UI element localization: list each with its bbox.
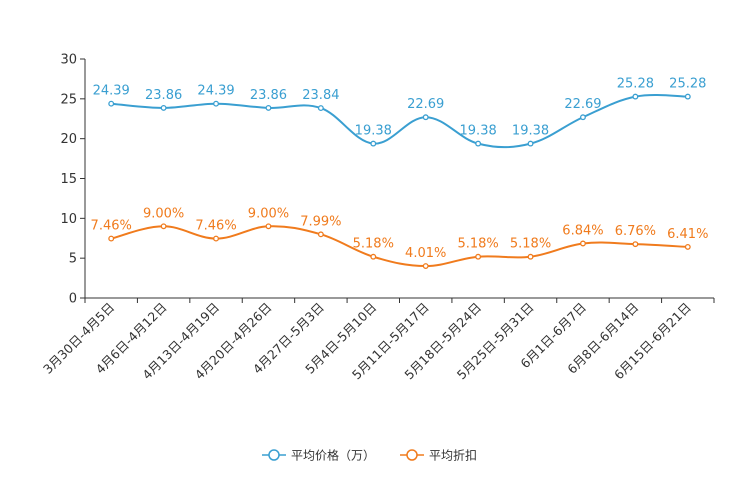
data-point[interactable] <box>527 253 534 260</box>
data-point[interactable] <box>265 104 272 111</box>
y-tick-label: 30 <box>60 53 77 68</box>
y-tick-label: 20 <box>60 132 77 147</box>
data-point[interactable] <box>213 100 219 107</box>
data-point[interactable] <box>475 140 482 147</box>
series-line-1 <box>110 225 688 268</box>
data-label: 23.84 <box>302 88 339 103</box>
data-label: 7.46% <box>195 219 236 234</box>
legend-item-1[interactable]: 平均折扣 <box>400 448 477 463</box>
data-label: 6.84% <box>562 224 603 239</box>
data-point[interactable] <box>370 140 377 147</box>
y-tick-label: 5 <box>69 252 77 267</box>
data-point[interactable] <box>632 241 639 248</box>
legend-marker-icon <box>406 449 418 461</box>
data-point[interactable] <box>527 140 534 147</box>
data-point[interactable] <box>580 114 586 121</box>
series-layer: 24.39 23.86 24.39 23.86 23.84 19.38 22.69 19.38… <box>91 77 708 270</box>
data-label: 24.39 <box>93 84 130 99</box>
data-label: 9.00% <box>248 206 289 221</box>
data-point[interactable] <box>475 253 482 260</box>
data-label: 24.39 <box>197 84 234 99</box>
data-label: 22.69 <box>564 97 601 112</box>
data-label: 19.38 <box>355 124 392 139</box>
data-point[interactable] <box>213 235 219 242</box>
data-point[interactable] <box>108 100 115 107</box>
data-point[interactable] <box>684 243 691 250</box>
data-label: 22.69 <box>407 97 444 112</box>
data-point[interactable] <box>422 114 429 121</box>
data-label: 6.41% <box>667 227 708 242</box>
y-tick-label: 0 <box>69 292 77 307</box>
data-label: 5.18% <box>457 237 498 252</box>
data-point[interactable] <box>422 263 429 270</box>
data-label: 25.28 <box>617 77 654 92</box>
data-label: 9.00% <box>143 206 184 221</box>
data-label: 19.38 <box>512 124 549 139</box>
legend: 平均价格（万） 平均折扣 <box>262 448 477 463</box>
data-point[interactable] <box>160 223 167 230</box>
series-1: 7.46% 9.00% 7.46% 9.00% 7.99% 5.18% 4.01% 5.18%… <box>91 206 708 270</box>
legend-item-0[interactable]: 平均价格（万） <box>262 448 375 463</box>
data-point[interactable] <box>108 235 115 242</box>
data-label: 4.01% <box>405 246 446 261</box>
data-label: 6.76% <box>615 224 656 239</box>
data-point[interactable] <box>317 231 324 238</box>
axes: 0510152025303月30日-4月5日4月6日-4月12日4月13日-4月… <box>40 53 715 382</box>
data-label: 23.86 <box>250 88 287 103</box>
y-tick-label: 10 <box>60 212 77 227</box>
y-tick-label: 25 <box>60 92 77 107</box>
data-point[interactable] <box>370 253 377 260</box>
data-point[interactable] <box>632 93 639 100</box>
data-label: 23.86 <box>145 88 182 103</box>
data-label: 19.38 <box>460 124 497 139</box>
data-point[interactable] <box>265 223 272 230</box>
data-label: 5.18% <box>510 237 551 252</box>
data-label: 5.18% <box>353 237 394 252</box>
legend-label: 平均价格（万） <box>291 448 375 463</box>
legend-label: 平均折扣 <box>429 448 477 463</box>
data-point[interactable] <box>580 240 586 247</box>
legend-marker-icon <box>268 449 280 461</box>
y-tick-label: 15 <box>60 172 77 187</box>
data-point[interactable] <box>684 93 691 100</box>
data-label: 7.99% <box>300 214 341 229</box>
data-point[interactable] <box>317 105 324 112</box>
data-point[interactable] <box>160 104 167 111</box>
data-label: 25.28 <box>669 77 706 92</box>
series-0: 24.39 23.86 24.39 23.86 23.84 19.38 22.69 19.38… <box>93 77 706 149</box>
data-label: 7.46% <box>91 219 132 234</box>
